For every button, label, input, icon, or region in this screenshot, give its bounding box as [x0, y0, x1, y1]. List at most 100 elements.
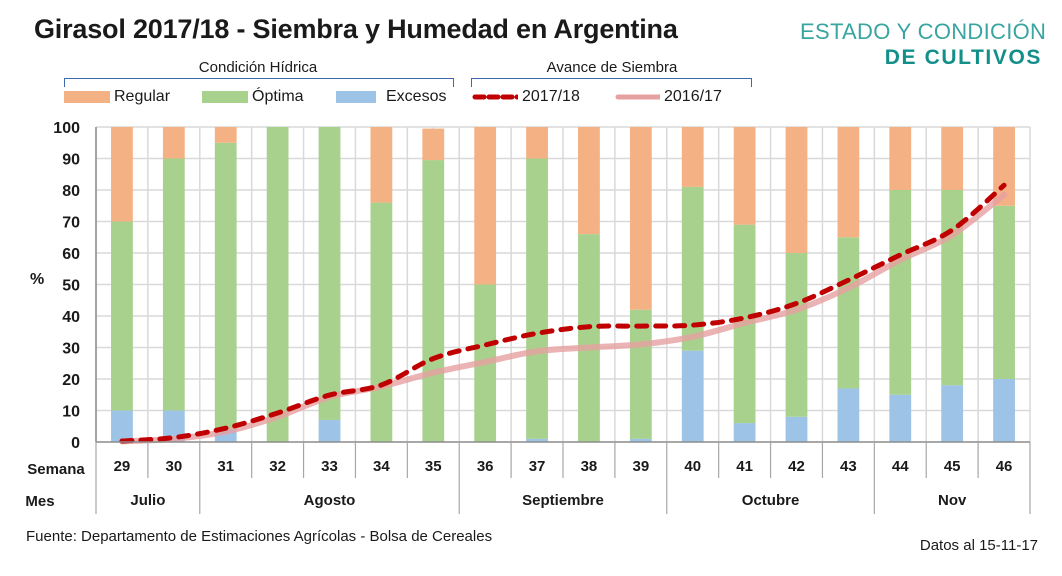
bar-optima-week-38: [578, 234, 600, 442]
bar-regular-week-34: [370, 127, 393, 203]
bar-regular-week-40: [681, 127, 704, 187]
bar-regular-week-39: [629, 127, 652, 310]
x-tick-label-week: 36: [477, 458, 494, 475]
x-tick-label-week: 45: [944, 458, 961, 475]
bar-optima-week-44: [889, 190, 912, 395]
legend-bracket-siembra: [471, 78, 752, 87]
x-month-label: Septiembre: [522, 492, 604, 509]
legend-line-2016-17: [615, 94, 660, 100]
x-tick-label-week: 29: [114, 458, 131, 475]
x-month-label: Julio: [130, 492, 165, 509]
y-tick-label: 40: [62, 309, 80, 326]
bar-optima-week-37: [526, 158, 548, 439]
legend-swatch-excesos: [336, 91, 376, 103]
legend-item-2017-18: 2017/18: [472, 87, 580, 107]
bar-optima-week-33: [318, 127, 341, 420]
bar-excesos-week-30: [162, 410, 185, 442]
bar-excesos-week-39: [629, 438, 652, 442]
bar-regular-week-37: [526, 127, 548, 159]
x-tick-label-week: 32: [269, 458, 286, 475]
legend-group-condicion-hidrica: Condición Hídrica: [198, 59, 318, 76]
x-tick-label-week: 46: [996, 458, 1013, 475]
legend-swatch-optima: [202, 91, 248, 103]
x-tick-label-week: 33: [321, 458, 338, 475]
x-tick-label-week: 44: [892, 458, 909, 475]
y-tick-label: 0: [71, 435, 80, 452]
bar-optima-week-46: [993, 205, 1015, 379]
source-note: Fuente: Departamento de Estimaciones Agr…: [26, 528, 493, 545]
bar-regular-week-41: [733, 127, 756, 225]
bar-excesos-week-45: [941, 385, 964, 442]
bar-optima-week-45: [941, 190, 964, 386]
bar-excesos-week-29: [111, 410, 133, 442]
bar-regular-week-30: [162, 127, 185, 159]
legend-label-2017-18: 2017/18: [522, 88, 580, 105]
bar-regular-week-43: [837, 127, 860, 238]
x-tick-label-week: 30: [165, 458, 182, 475]
bar-optima-week-29: [111, 221, 133, 411]
x-tick-label-week: 40: [684, 458, 701, 475]
legend-bracket-hidrica: [64, 78, 454, 87]
bar-regular-week-44: [889, 127, 912, 190]
x-tick-label-week: 35: [425, 458, 442, 475]
y-tick-label: 20: [62, 372, 80, 389]
data-date: Datos al 15-11-17: [919, 537, 1038, 554]
x-month-label: Octubre: [742, 492, 800, 509]
logo-line-1: ESTADO Y CONDICIÓN: [800, 19, 1047, 44]
bar-regular-week-42: [785, 127, 808, 253]
line-series-2016-17: [118, 191, 1008, 445]
legend-item-excesos: Excesos: [336, 87, 446, 107]
x-row-label-mes: Mes: [25, 493, 54, 510]
bar-optima-week-34: [370, 202, 393, 442]
legend-group-avance-siembra: Avance de Siembra: [546, 59, 678, 76]
bar-excesos-week-44: [889, 394, 912, 442]
x-month-label: Agosto: [304, 492, 356, 509]
bar-regular-week-45: [941, 127, 964, 190]
x-tick-label-week: 38: [581, 458, 598, 475]
y-axis-label: %: [30, 271, 44, 288]
legend-label-regular: Regular: [114, 88, 171, 105]
x-tick-label-week: 43: [840, 458, 857, 475]
bar-optima-week-40: [681, 186, 704, 351]
y-tick-label: 50: [62, 278, 80, 295]
y-tick-label: 60: [62, 246, 80, 263]
legend-item-optima: Óptima: [202, 87, 304, 107]
bar-excesos-week-37: [526, 438, 548, 442]
y-tick-label: 10: [62, 404, 80, 421]
x-tick-label-week: 37: [529, 458, 546, 475]
x-month-label: Nov: [938, 492, 967, 509]
x-tick-label-week: 42: [788, 458, 805, 475]
chart-title: Girasol 2017/18 - Siembra y Humedad en A…: [34, 14, 678, 44]
y-tick-label: 30: [62, 341, 80, 358]
bar-excesos-week-42: [785, 416, 808, 442]
legend-item-2016-17: 2016/17: [614, 87, 722, 107]
legend-label-optima: Óptima: [252, 88, 304, 105]
bar-regular-week-36: [474, 127, 497, 285]
legend-swatch-regular: [64, 91, 110, 103]
bar-regular-week-29: [111, 127, 133, 222]
y-tick-label: 90: [62, 152, 80, 169]
bar-excesos-week-43: [837, 388, 860, 442]
bar-optima-week-30: [162, 158, 185, 411]
bar-excesos-week-46: [993, 379, 1015, 442]
bar-optima-week-39: [629, 309, 652, 439]
bar-optima-week-43: [837, 237, 860, 389]
bar-optima-week-35: [422, 160, 445, 442]
bar-optima-week-32: [266, 127, 289, 442]
x-row-label-semana: Semana: [27, 461, 85, 478]
y-tick-label: 70: [62, 215, 80, 232]
x-tick-label-week: 34: [373, 458, 390, 475]
legend-label-2016-17: 2016/17: [664, 88, 722, 105]
legend-label-excesos: Excesos: [386, 88, 447, 105]
bar-excesos-week-41: [733, 423, 756, 442]
bar-optima-week-42: [785, 253, 808, 417]
bar-regular-week-35: [422, 128, 445, 161]
bar-excesos-week-40: [681, 350, 704, 442]
bar-optima-week-31: [214, 142, 237, 430]
legend-item-regular: Regular: [64, 87, 170, 107]
bar-excesos-week-33: [318, 419, 341, 442]
bar-regular-week-31: [214, 127, 237, 143]
y-tick-label: 100: [53, 120, 80, 137]
x-tick-label-week: 31: [217, 458, 234, 475]
